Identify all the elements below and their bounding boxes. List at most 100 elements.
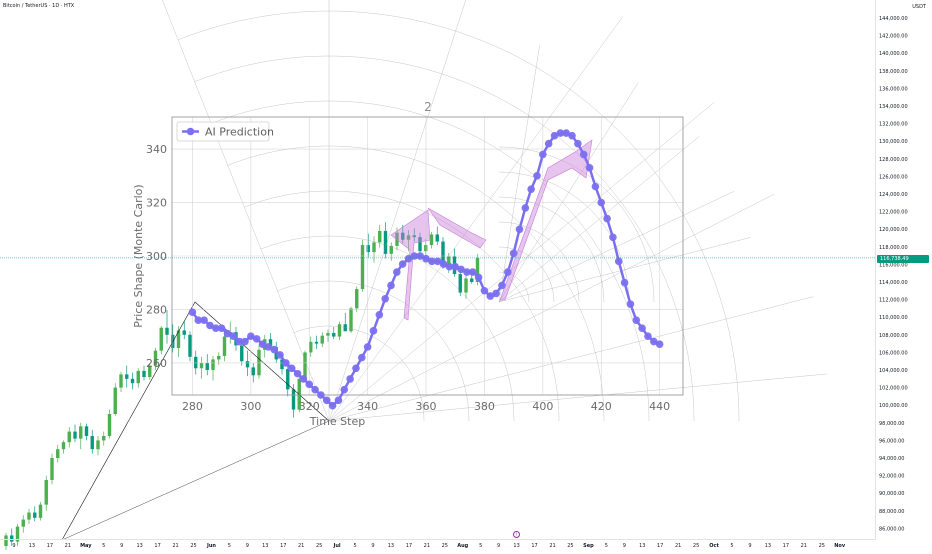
- candle-body: [119, 374, 123, 388]
- time-tick-label: 21: [675, 543, 681, 549]
- candle-body: [38, 504, 43, 518]
- prediction-point: [632, 316, 641, 324]
- prediction-point: [562, 129, 570, 137]
- prediction-point: [445, 262, 454, 271]
- candle-body: [136, 370, 140, 384]
- fib-arc: [260, 235, 515, 422]
- time-tick-label: 21: [172, 543, 178, 549]
- prediction-point: [258, 340, 267, 349]
- time-tick-label: 21: [298, 543, 304, 549]
- prediction-point: [247, 332, 255, 340]
- fib-arc: [211, 100, 650, 422]
- prediction-point: [188, 308, 197, 316]
- time-tick-label: Jul: [333, 543, 341, 549]
- candle-body: [257, 349, 261, 376]
- plot-x-tick-label: 360: [416, 400, 437, 413]
- price-tick-label: 94,000.00: [879, 456, 904, 462]
- fib-fan-line: [498, 136, 700, 303]
- time-tick-label: 17: [280, 543, 286, 549]
- candle-body: [205, 362, 209, 370]
- fib-arc: [498, 171, 630, 303]
- trend-base-line: [61, 420, 330, 541]
- price-tick-label: 120,000.00: [879, 227, 908, 233]
- projection-arrow: [427, 207, 487, 249]
- candle-body: [27, 512, 31, 520]
- currency-label[interactable]: USDT: [912, 4, 926, 10]
- time-axis: 9 13 17 21 May 5 9 13 17 21 25 Jun 5 9 13 17 21 25 Jul 5 9 13…: [12, 543, 845, 549]
- price-tick-label: 144,000.00: [879, 16, 908, 22]
- candle-body: [56, 449, 60, 458]
- prediction-point: [311, 385, 319, 394]
- price-tick-label: 92,000.00: [879, 474, 904, 480]
- time-tick-label: 9: [371, 543, 374, 549]
- candle-body: [21, 519, 25, 527]
- candle-body: [372, 242, 376, 253]
- prediction-point: [305, 380, 314, 389]
- time-tick-label: Jun: [206, 543, 216, 549]
- prediction-point: [398, 260, 407, 268]
- prediction-point: [574, 139, 582, 148]
- candlestick-layer: [4, 222, 480, 551]
- candle-body: [222, 336, 227, 356]
- prediction-point: [486, 292, 495, 300]
- prediction-point: [650, 337, 658, 346]
- time-tick-label: 9: [246, 543, 249, 549]
- prediction-point: [235, 337, 243, 346]
- prediction-point: [404, 254, 413, 263]
- prediction-point: [603, 214, 611, 223]
- plot-y-tick-label: 260: [146, 357, 167, 370]
- prediction-point: [428, 257, 436, 266]
- fib-arc: [293, 325, 425, 422]
- candle-body: [159, 327, 163, 351]
- candle-body: [406, 235, 411, 240]
- candle-body: [389, 245, 393, 254]
- prediction-point: [200, 316, 208, 324]
- prediction-point: [556, 129, 565, 137]
- time-tick-label: 25: [442, 543, 448, 549]
- candle-body: [412, 235, 416, 238]
- time-tick-label: 13: [513, 543, 519, 549]
- price-tick-label: 122,000.00: [879, 210, 908, 216]
- price-tick-label: 112,000.00: [879, 298, 908, 304]
- time-tick-label: 9: [12, 543, 15, 549]
- prediction-point: [317, 391, 325, 399]
- prediction-point: [515, 225, 524, 234]
- price-tick-label: 116,000.00: [879, 262, 908, 268]
- prediction-point: [206, 321, 214, 330]
- time-tick-label: 21: [65, 543, 71, 549]
- prediction-point: [544, 139, 553, 148]
- prediction-point: [322, 396, 331, 405]
- candle-body: [61, 442, 66, 450]
- price-tick-label: 88,000.00: [879, 509, 904, 515]
- prediction-point: [264, 343, 273, 351]
- time-tick-label: 9: [748, 543, 751, 549]
- candle-body: [4, 535, 8, 546]
- prediction-point: [293, 369, 302, 378]
- candle-body: [113, 387, 117, 414]
- candle-body: [211, 359, 215, 370]
- fib-arc: [498, 271, 530, 303]
- prediction-point: [614, 257, 623, 266]
- prediction-point: [539, 150, 547, 159]
- event-marker-icon[interactable]: !: [513, 531, 520, 538]
- prediction-point: [585, 163, 594, 172]
- fib-fan-line: [498, 191, 735, 303]
- fib-arc: [498, 246, 555, 303]
- fib-fan-line: [162, 0, 330, 422]
- candle-body: [470, 278, 474, 282]
- candle-body: [73, 431, 77, 439]
- prediction-point: [609, 233, 617, 242]
- legend-swatch-marker: [186, 127, 195, 136]
- candle-body: [360, 245, 365, 290]
- candle-body: [102, 436, 106, 441]
- plot-y-tick-label: 300: [146, 250, 167, 263]
- prediction-point: [591, 182, 600, 191]
- prediction-point: [626, 300, 635, 308]
- time-tick-label: 13: [262, 543, 268, 549]
- plot-legend-box: [176, 121, 270, 142]
- symbol-title[interactable]: Bitcoin / TetherUS · 1D · HTX: [3, 3, 75, 9]
- plot-x-tick-label: 380: [474, 400, 495, 413]
- prediction-point: [550, 131, 559, 140]
